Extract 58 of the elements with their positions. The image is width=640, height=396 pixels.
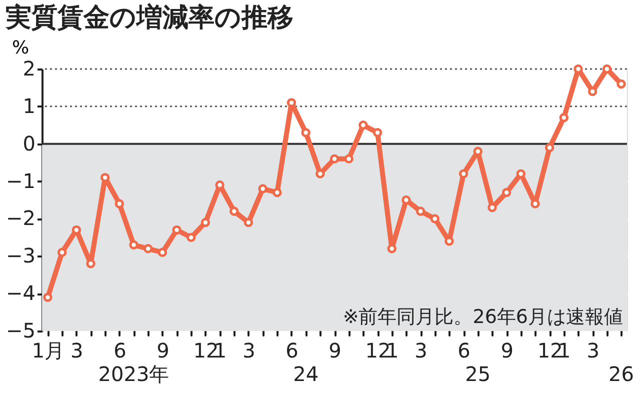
point bbox=[258, 184, 268, 194]
point bbox=[330, 154, 340, 164]
y-tick-label: −1 bbox=[6, 168, 36, 193]
x-tick-label: 3 bbox=[70, 338, 84, 362]
text: 25 bbox=[465, 362, 491, 386]
x-tick-label: 9 bbox=[156, 338, 170, 362]
x-tick-label: 6 bbox=[458, 338, 470, 362]
point bbox=[488, 202, 497, 212]
point bbox=[430, 214, 440, 224]
x-tick-label: 6 bbox=[286, 338, 298, 362]
text: 24 bbox=[293, 362, 319, 386]
x-tick-label: 6 bbox=[114, 338, 126, 362]
point bbox=[473, 146, 482, 156]
x-tick-label: 9 bbox=[328, 338, 342, 362]
chart-title: 実質賃金の増減率の推移 bbox=[4, 2, 294, 33]
y-tick-label: −3 bbox=[6, 244, 36, 268]
y-tick-label: 1 bbox=[22, 94, 36, 118]
point bbox=[502, 188, 512, 198]
point bbox=[186, 232, 196, 242]
point bbox=[200, 218, 210, 228]
point bbox=[372, 128, 382, 138]
point bbox=[602, 64, 612, 74]
y-tick-label: 2 bbox=[22, 56, 36, 80]
point bbox=[158, 248, 168, 257]
point bbox=[43, 292, 52, 302]
x-tick-label: 9 bbox=[500, 338, 514, 362]
point bbox=[86, 259, 96, 268]
x-tick-label: 3 bbox=[586, 338, 600, 362]
point bbox=[387, 244, 396, 254]
text: 26 bbox=[608, 362, 634, 386]
point bbox=[402, 195, 411, 205]
point bbox=[544, 143, 554, 152]
y-tick-label: 0 bbox=[22, 131, 36, 156]
point bbox=[458, 169, 468, 178]
point bbox=[344, 154, 354, 164]
point bbox=[172, 225, 182, 235]
x-tick-label: 3 bbox=[242, 338, 256, 362]
y-axis-title: % bbox=[12, 38, 30, 58]
annotation: ※前年同月比。26年6月は速報値 bbox=[342, 306, 623, 328]
point bbox=[129, 240, 138, 250]
point bbox=[100, 172, 110, 182]
point bbox=[230, 206, 239, 216]
point bbox=[272, 188, 282, 198]
point bbox=[144, 244, 153, 254]
point bbox=[244, 218, 254, 228]
point bbox=[416, 206, 426, 216]
point bbox=[616, 79, 626, 89]
point bbox=[301, 128, 310, 138]
point bbox=[574, 64, 583, 74]
point bbox=[286, 98, 296, 108]
point bbox=[57, 248, 67, 257]
y-tick-label: −2 bbox=[6, 206, 36, 230]
point bbox=[559, 113, 569, 122]
point bbox=[114, 199, 124, 208]
x-tick-label: 3 bbox=[414, 338, 428, 362]
y-tick-label: −4 bbox=[6, 281, 36, 306]
text: 2023年 bbox=[98, 362, 170, 386]
point bbox=[358, 120, 368, 130]
